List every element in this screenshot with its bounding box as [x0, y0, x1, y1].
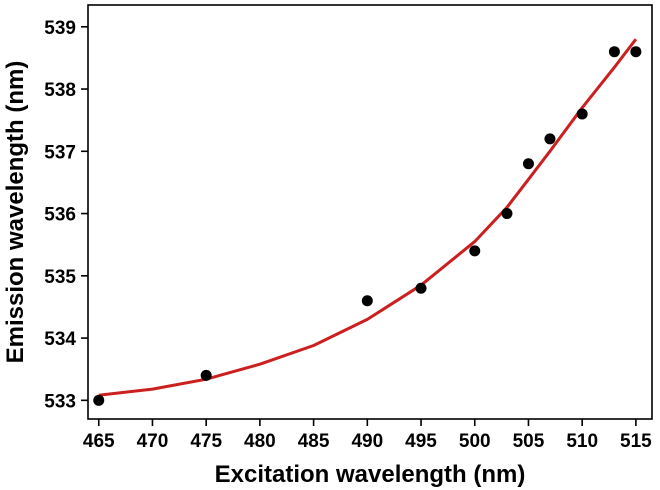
x-tick-label: 485 [298, 431, 330, 452]
y-axis-title: Emission wavelength (nm) [2, 61, 29, 364]
y-tick-label: 534 [44, 329, 76, 350]
fit-curve [98, 38, 638, 397]
data-point [361, 295, 373, 307]
x-axis-title: Excitation wavelength (nm) [215, 461, 526, 488]
x-tick-label: 475 [190, 431, 222, 452]
data-point [522, 158, 534, 170]
x-axis: 465 470 475 480 485 490 495 500 505 510 515 [83, 419, 652, 452]
data-point [576, 108, 588, 120]
data-point [608, 46, 620, 58]
x-tick-label: 500 [459, 431, 491, 452]
data-point [415, 282, 427, 294]
plot-frame [87, 4, 653, 420]
x-tick-label: 495 [405, 431, 437, 452]
y-axis: 533 534 535 536 537 538 539 [44, 18, 88, 412]
data-point [501, 208, 513, 220]
data-point [630, 46, 642, 58]
x-tick-label: 490 [351, 431, 383, 452]
y-tick-label: 536 [44, 205, 76, 226]
data-point [544, 133, 556, 145]
y-tick-label: 533 [44, 391, 76, 412]
data-point [93, 394, 105, 406]
data-point [469, 245, 481, 257]
x-tick-label: 470 [137, 431, 169, 452]
plot-area: 465 470 475 480 485 490 495 500 505 510 515 533 534… [44, 4, 653, 452]
y-tick-label: 535 [44, 267, 76, 288]
data-points [93, 46, 642, 406]
x-tick-label: 515 [620, 431, 652, 452]
y-tick-label: 537 [44, 142, 76, 163]
x-tick-label: 505 [513, 431, 545, 452]
y-tick-label: 539 [44, 18, 76, 39]
data-point [200, 369, 212, 381]
x-tick-label: 480 [244, 431, 276, 452]
x-tick-label: 465 [83, 431, 115, 452]
y-tick-label: 538 [44, 80, 76, 101]
x-tick-label: 510 [566, 431, 598, 452]
